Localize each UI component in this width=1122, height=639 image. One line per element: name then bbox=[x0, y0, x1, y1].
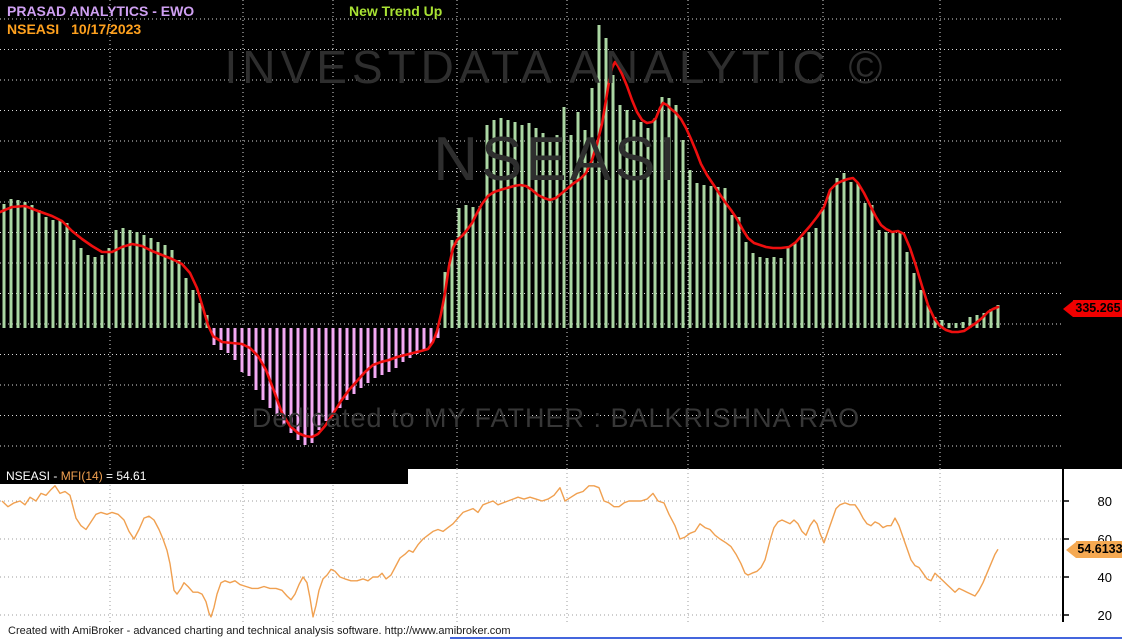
y-tick-80: 80 bbox=[1097, 494, 1112, 509]
footer-text: Created with AmiBroker - advanced charti… bbox=[8, 625, 511, 637]
date-label: 10/17/2023 bbox=[71, 21, 142, 37]
mfi-symbol-label: NSEASI - bbox=[6, 469, 61, 483]
symbol-label: NSEASI bbox=[7, 21, 60, 37]
mfi-value-tag: 54.6133 bbox=[1066, 541, 1122, 558]
mfi-header: NSEASI - MFI(14) = 54.61 bbox=[0, 469, 408, 484]
ewo-value-tag-label: 335.265 bbox=[1073, 300, 1122, 317]
left-arrow-icon bbox=[1066, 541, 1076, 558]
mfi-value-tag-label: 54.6133 bbox=[1076, 541, 1122, 558]
footer-bar: Created with AmiBroker - advanced charti… bbox=[0, 623, 1122, 639]
mfi-value-label: = 54.61 bbox=[102, 469, 147, 483]
left-arrow-icon bbox=[1063, 300, 1073, 317]
y-tick-40: 40 bbox=[1097, 570, 1112, 585]
ewo-panel-background bbox=[0, 0, 1122, 469]
trend-signal-label: New Trend Up bbox=[349, 3, 443, 19]
chart-title: PRASAD ANALYTICS - EWO bbox=[7, 3, 195, 19]
mfi-indicator-label: MFI(14) bbox=[60, 469, 103, 483]
ewo-value-tag: 335.265 bbox=[1063, 300, 1122, 317]
window-bottom-edge bbox=[450, 637, 1122, 639]
y-tick-20: 20 bbox=[1097, 608, 1112, 623]
mfi-panel-background bbox=[0, 469, 1122, 623]
chart-subtitle: NSEASI 10/17/2023 bbox=[7, 21, 141, 37]
